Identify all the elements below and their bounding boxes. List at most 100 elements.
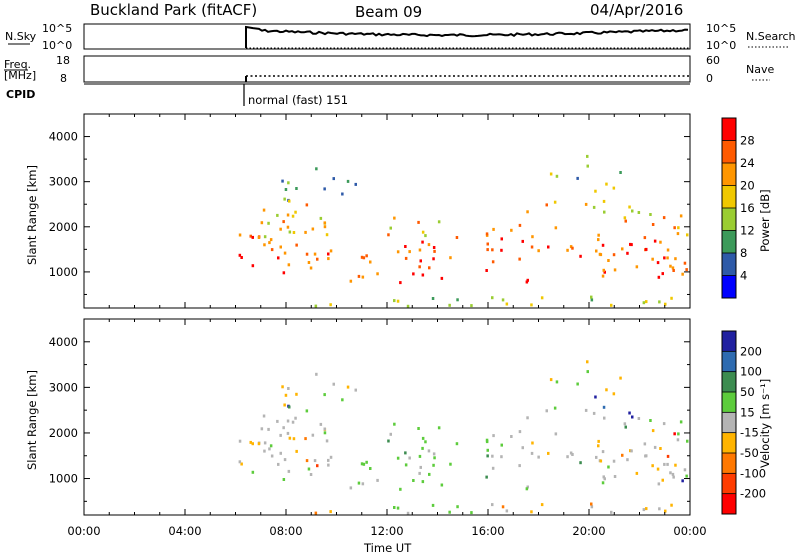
velocity-cell: [238, 460, 242, 464]
power-cell: [642, 301, 646, 305]
power-cell: [603, 270, 606, 274]
velocity-cell: [676, 438, 680, 442]
power-cell: [621, 247, 624, 251]
velocity-cell: [664, 509, 667, 513]
nave-tick-bottom: 0: [706, 72, 713, 85]
velocity-cell: [283, 458, 287, 462]
velocity-cell: [602, 475, 605, 479]
velocity-ylabel: Slant Range [km]: [25, 370, 39, 470]
velocity-cell: [307, 467, 311, 471]
velocity-cell: [601, 481, 605, 485]
power-cell: [677, 226, 680, 230]
power-cell: [686, 233, 689, 237]
colorbar-tick-label: -15: [740, 426, 759, 440]
power-cell: [540, 296, 544, 300]
velocity-cell: [530, 451, 534, 455]
velocity-cell: [267, 427, 270, 431]
power-cell: [501, 298, 505, 302]
colorbar-segment: [722, 371, 736, 393]
power-cell: [288, 199, 291, 203]
power-cell: [491, 248, 494, 252]
power-cell: [681, 272, 684, 276]
velocity-cell: [630, 449, 633, 453]
power-cell: [323, 187, 326, 191]
power-cell: [645, 300, 648, 304]
velocity-cell: [500, 443, 503, 447]
velocity-cell: [628, 411, 631, 415]
colorbar-tick-label: -50: [740, 446, 759, 460]
power-cell: [305, 203, 309, 207]
velocity-cell: [323, 427, 326, 431]
velocity-cell: [635, 471, 639, 475]
velocity-cbar-label: Velocity [m s⁻¹]: [758, 379, 772, 468]
power-cell: [282, 271, 286, 275]
power-cell: [316, 257, 319, 261]
velocity-cell: [287, 469, 291, 473]
colorbar-segment: [722, 118, 736, 141]
freq-strip: Freq. [MHz] 18 8 60 0 Nave: [4, 54, 774, 85]
power-cell: [590, 295, 593, 299]
velocity-cell: [501, 505, 505, 509]
y-tick-label: 1000: [49, 472, 78, 486]
power-cell: [427, 243, 431, 247]
velocity-cell: [323, 431, 327, 435]
power-cell: [626, 251, 629, 255]
power-cell: [327, 257, 330, 261]
power-cell: [287, 263, 291, 267]
power-cell: [613, 268, 617, 272]
x-tick-label: 08:00: [269, 524, 302, 538]
velocity-cell: [437, 426, 441, 430]
nsearch-label: N.Search: [746, 30, 796, 43]
velocity-cell: [613, 475, 617, 478]
power-cell: [304, 230, 307, 234]
velocity-cell: [319, 422, 323, 426]
velocity-cell: [418, 471, 421, 475]
date-label: 04/Apr/2016: [590, 1, 683, 19]
colorbar-tick-label: -100: [740, 466, 766, 480]
y-tick-label: 3000: [49, 175, 78, 189]
velocity-cell: [486, 454, 489, 458]
velocity-cell: [663, 462, 666, 466]
power-cell: [279, 245, 282, 249]
velocity-cell: [277, 462, 280, 466]
velocity-cell: [432, 452, 436, 456]
x-tick-label: 00:00: [67, 524, 100, 538]
velocity-cell: [584, 408, 588, 412]
x-tick-label: 16:00: [471, 524, 504, 538]
power-cell: [576, 176, 579, 180]
power-cell: [658, 300, 661, 304]
velocity-cell: [549, 378, 553, 382]
velocity-cell: [279, 451, 282, 455]
velocity-cell: [393, 506, 396, 509]
cpid-label: CPID: [6, 88, 35, 101]
power-cell: [661, 272, 664, 276]
velocity-cell: [485, 438, 489, 442]
colorbar-segment: [722, 185, 736, 209]
velocity-cell: [603, 416, 606, 420]
power-cell: [605, 182, 608, 186]
velocity-cell: [662, 422, 666, 426]
velocity-cell: [659, 447, 662, 450]
power-cell: [251, 235, 254, 239]
velocity-cell: [304, 437, 307, 441]
velocity-cell: [440, 483, 444, 487]
velocity-cell: [399, 487, 402, 491]
power-cell: [653, 239, 657, 243]
power-cell: [597, 233, 600, 237]
power-cell: [635, 265, 639, 269]
power-cell: [240, 256, 243, 259]
colorbar-tick-label: 20: [740, 179, 755, 193]
power-cell: [341, 192, 344, 196]
power-cell: [449, 256, 452, 260]
velocity-cell: [569, 451, 573, 455]
power-cell: [470, 304, 473, 308]
power-cell: [309, 266, 313, 270]
power-cell: [323, 225, 327, 229]
power-cell: [505, 302, 509, 306]
velocity-cell: [592, 411, 596, 415]
velocity-cell: [612, 459, 616, 463]
velocity-cell: [349, 486, 353, 490]
colorbar-segment: [722, 163, 736, 186]
colorbar-segment: [722, 208, 736, 231]
